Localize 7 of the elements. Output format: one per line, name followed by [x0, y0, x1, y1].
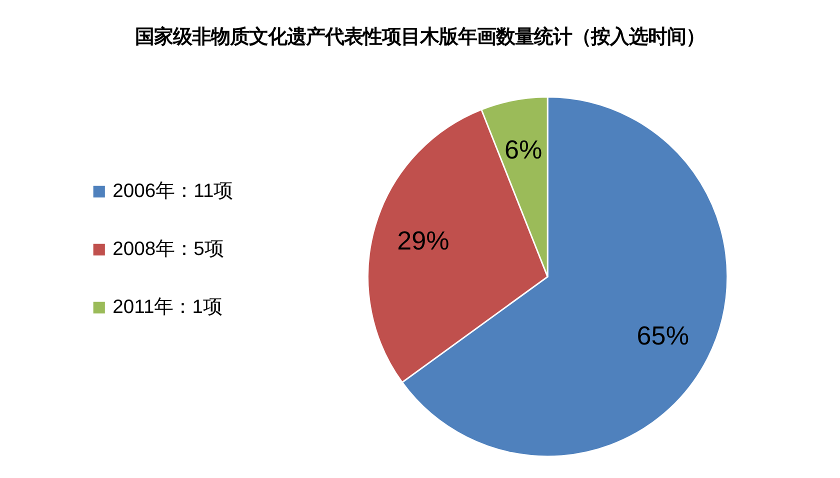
data-label: 29% — [397, 226, 450, 256]
legend-label: 2006年：11项 — [112, 181, 233, 202]
data-label: 6% — [504, 134, 542, 165]
legend-label: 2011年：1项 — [112, 297, 222, 318]
legend-label: 2008年：5项 — [112, 239, 224, 260]
data-label: 65% — [636, 320, 690, 350]
chart-title: 国家级非物质文化遗产代表性项目木版年画数量统计（按入选时间） — [135, 26, 705, 48]
